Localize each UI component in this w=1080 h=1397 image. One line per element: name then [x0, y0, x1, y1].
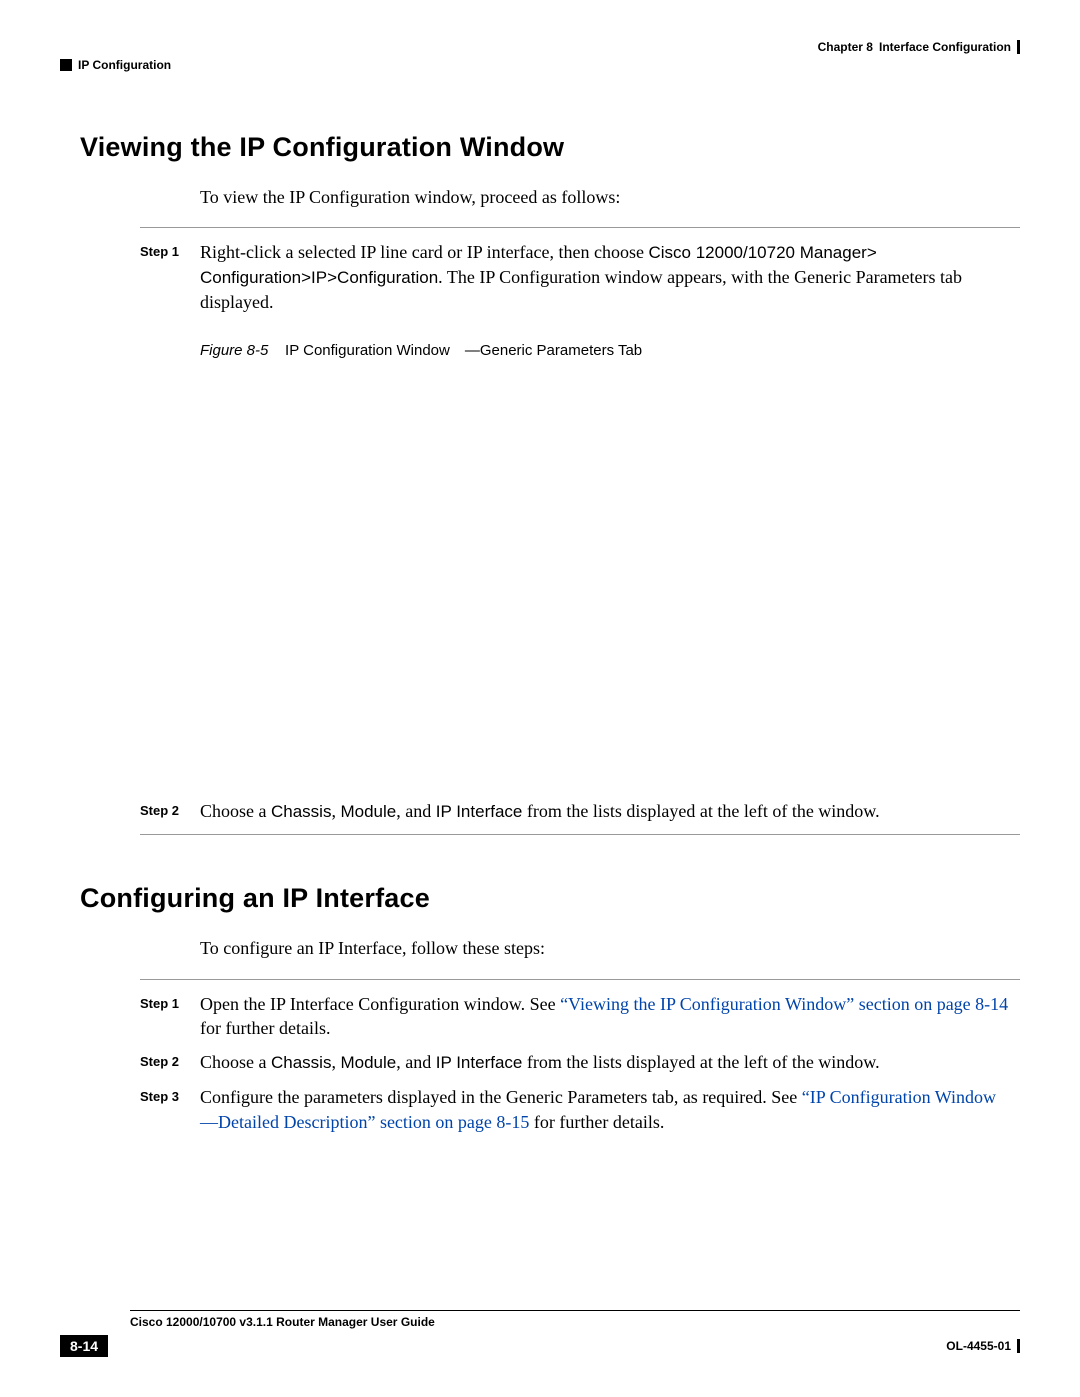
- term: Chassis: [271, 802, 331, 821]
- section2-intro: To configure an IP Interface, follow the…: [200, 936, 1010, 960]
- chapter-title: Interface Configuration: [879, 40, 1011, 54]
- page: Chapter 8 Interface Configuration IP Con…: [0, 0, 1080, 1397]
- figure-title: IP Configuration Window —Generic Paramet…: [285, 342, 642, 359]
- step-body: Right-click a selected IP line card or I…: [200, 240, 1010, 314]
- rule: [140, 227, 1020, 228]
- step-label: Step 1: [140, 992, 200, 1041]
- section1-intro: To view the IP Configuration window, pro…: [200, 185, 1010, 209]
- text: for further details.: [529, 1112, 664, 1132]
- rule: [140, 834, 1020, 835]
- text: Choose a: [200, 1052, 271, 1072]
- footer-guide-title: Cisco 12000/10700 v3.1.1 Router Manager …: [130, 1315, 1020, 1329]
- text: Right-click a selected IP line card or I…: [200, 242, 649, 262]
- footer-bar-icon: [1017, 1339, 1020, 1353]
- text: Choose a: [200, 801, 271, 821]
- section1-step1: Step 1 Right-click a selected IP line ca…: [140, 240, 1010, 314]
- section2-step1: Step 1 Open the IP Interface Configurati…: [140, 992, 1010, 1041]
- section-crumb: IP Configuration: [78, 58, 171, 72]
- term: IP Interface: [436, 1053, 523, 1072]
- text: Open the IP Interface Configuration wind…: [200, 994, 560, 1014]
- header-bar-icon: [1017, 40, 1020, 54]
- step-body: Choose a Chassis, Module, and IP Interfa…: [200, 1050, 1010, 1075]
- step-body: Choose a Chassis, Module, and IP Interfa…: [200, 799, 1010, 824]
- doc-number: OL-4455-01: [946, 1339, 1011, 1353]
- step-label: Step 2: [140, 1050, 200, 1075]
- step-body: Configure the parameters displayed in th…: [200, 1085, 1010, 1134]
- term: Module: [340, 1053, 396, 1072]
- section2: Configuring an IP Interface To configure…: [80, 883, 1020, 1133]
- term: Module: [340, 802, 396, 821]
- square-icon: [60, 59, 72, 71]
- step-label: Step 3: [140, 1085, 200, 1134]
- header-row: Chapter 8 Interface Configuration: [60, 40, 1020, 54]
- section2-step2: Step 2 Choose a Chassis, Module, and IP …: [140, 1050, 1010, 1075]
- footer-rule: [130, 1310, 1020, 1311]
- text: , and: [396, 801, 436, 821]
- content: Viewing the IP Configuration Window To v…: [80, 132, 1020, 1134]
- footer: Cisco 12000/10700 v3.1.1 Router Manager …: [60, 1310, 1020, 1357]
- figure-placeholder: [80, 359, 1020, 799]
- subheader-row: IP Configuration: [60, 58, 1020, 72]
- term: IP Interface: [436, 802, 523, 821]
- xref-link[interactable]: “Viewing the IP Configuration Window” se…: [560, 994, 1008, 1014]
- term: Chassis: [271, 1053, 331, 1072]
- figure-label: Figure 8-5: [200, 342, 268, 359]
- text: Configure the parameters displayed in th…: [200, 1087, 802, 1107]
- footer-bottom: 8-14 OL-4455-01: [60, 1335, 1020, 1357]
- text: from the lists displayed at the left of …: [522, 1052, 879, 1072]
- section2-step3: Step 3 Configure the parameters displaye…: [140, 1085, 1010, 1134]
- rule: [140, 979, 1020, 980]
- step-label: Step 1: [140, 240, 200, 314]
- section2-heading: Configuring an IP Interface: [80, 883, 1020, 914]
- step-body: Open the IP Interface Configuration wind…: [200, 992, 1010, 1041]
- chapter-label: Chapter 8: [818, 40, 873, 54]
- step-label: Step 2: [140, 799, 200, 824]
- footer-right: OL-4455-01: [946, 1339, 1020, 1353]
- header-right: Chapter 8 Interface Configuration: [818, 40, 1020, 54]
- figure-caption: Figure 8-5 IP Configuration Window —Gene…: [200, 342, 1020, 359]
- section1-heading: Viewing the IP Configuration Window: [80, 132, 1020, 163]
- page-number: 8-14: [60, 1335, 108, 1357]
- section1-step2: Step 2 Choose a Chassis, Module, and IP …: [140, 799, 1010, 824]
- text: for further details.: [200, 1018, 330, 1038]
- text: from the lists displayed at the left of …: [522, 801, 879, 821]
- text: , and: [396, 1052, 436, 1072]
